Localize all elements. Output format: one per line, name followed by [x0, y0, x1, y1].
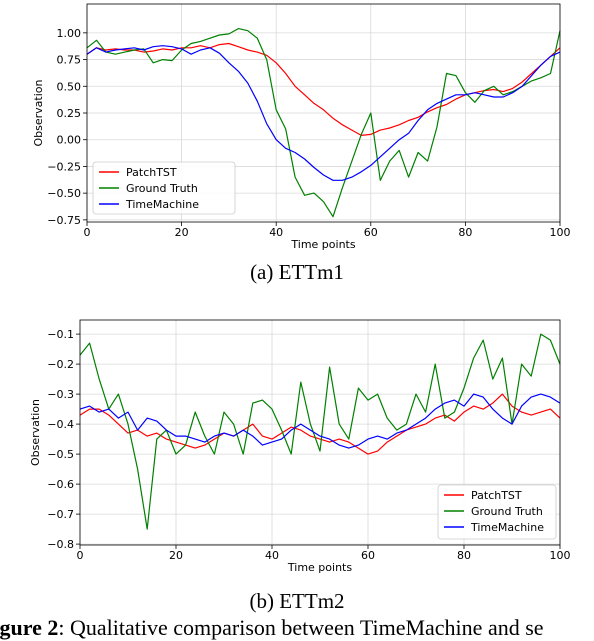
legend-label: TimeMachine [470, 521, 544, 534]
legend: PatchTST Ground Truth TimeMachine [437, 484, 557, 540]
legend-box [92, 161, 236, 215]
legend-label: PatchTST [471, 489, 522, 502]
legend-box [437, 484, 557, 540]
y-tick-label: −0.5 [47, 448, 74, 461]
x-tick-label: 20 [175, 226, 189, 239]
y-axis-label: Observation [32, 79, 45, 146]
x-tick-label: 80 [457, 549, 471, 562]
x-tick-label: 20 [169, 549, 183, 562]
x-tick-label: 0 [84, 226, 91, 239]
y-tick-label: −0.8 [47, 538, 74, 551]
y-tick-label: −0.25 [47, 160, 81, 173]
y-tick-label: 0.75 [57, 54, 82, 67]
series-line [79, 393, 561, 449]
x-axis-label: Time points [290, 238, 355, 251]
x-tick-label: 100 [550, 226, 571, 239]
x-tick-label: 0 [77, 549, 84, 562]
caption-b: (b) ETTm2 [249, 589, 345, 613]
caption-a: (a) ETTm1 [250, 260, 344, 284]
figure-label: Figure 2 [0, 615, 59, 640]
series-line [86, 42, 561, 136]
y-tick-label: 0.50 [57, 80, 82, 93]
x-tick-label: 100 [550, 549, 571, 562]
legend-label: PatchTST [126, 166, 177, 179]
y-tick-label: −0.2 [47, 358, 74, 371]
legend: PatchTST Ground Truth TimeMachine [92, 161, 236, 215]
x-axis-label: Time points [287, 561, 352, 574]
x-tick-label: 60 [364, 226, 378, 239]
chart-b: 0 20 40 60 80 100 −0.8 −0.7 −0.6 −0.5 −0.4 −0.3 −0.2… [29, 319, 571, 574]
y-tick-label: −0.6 [47, 478, 74, 491]
y-tick-label: −0.75 [47, 214, 81, 227]
figure-caption-text: : Qualitative comparison between TimeMac… [58, 615, 544, 640]
y-tick-label: −0.50 [47, 187, 81, 200]
y-tick-label: 0.00 [57, 134, 82, 147]
y-tick-label: −0.4 [47, 418, 74, 431]
y-axis-label: Observation [29, 399, 42, 466]
y-tick-label: 0.25 [57, 107, 82, 120]
legend-label: TimeMachine [125, 198, 199, 211]
x-tick-label: 40 [265, 549, 279, 562]
figure-caption: Figure 2: Qualitative comparison between… [0, 615, 544, 641]
chart-a: 0 20 40 60 80 100 −0.75 −0.50 −0.25 0.00 0.25 0.50 0… [32, 3, 571, 251]
y-tick-label: −0.7 [47, 508, 74, 521]
x-tick-label: 40 [269, 226, 283, 239]
x-tick-label: 60 [361, 549, 375, 562]
legend-label: Ground Truth [471, 505, 543, 518]
series-line [86, 45, 561, 181]
x-tick-label: 80 [458, 226, 472, 239]
plot-frame [79, 319, 561, 546]
legend-label: Ground Truth [126, 182, 198, 195]
y-tick-label: −0.1 [47, 328, 74, 341]
series-line [79, 333, 561, 530]
y-tick-label: 1.00 [57, 27, 82, 40]
y-tick-label: −0.3 [47, 388, 74, 401]
series-line [79, 393, 561, 455]
